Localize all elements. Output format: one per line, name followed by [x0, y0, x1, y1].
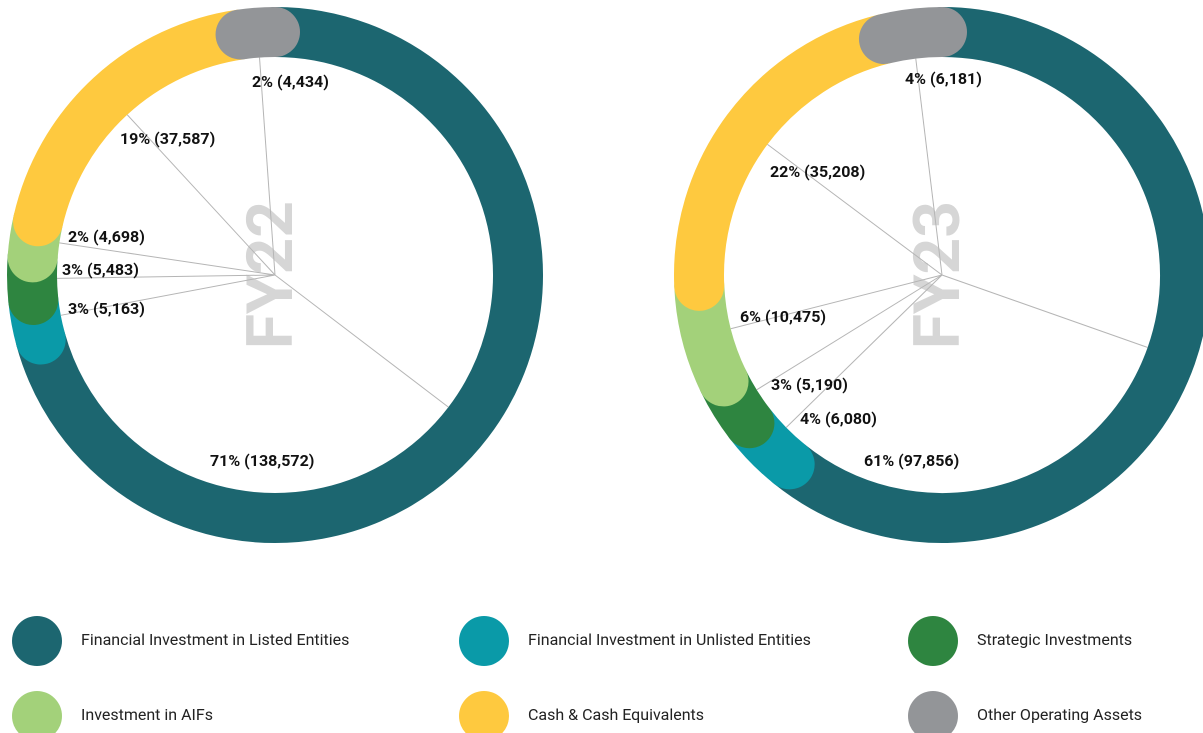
- donut-segment: [764, 7, 1203, 543]
- legend-swatch: [12, 691, 62, 733]
- donut-segment: [215, 7, 300, 60]
- donut-segment: [15, 7, 543, 543]
- donut-segment: [13, 9, 266, 247]
- leader-line: [57, 274, 276, 279]
- leader-line: [785, 274, 943, 428]
- leader-line: [126, 114, 276, 276]
- data-label: 4% (6,181): [905, 69, 982, 88]
- data-label: 3% (5,190): [771, 375, 848, 394]
- data-label: 3% (5,163): [68, 299, 145, 318]
- legend-swatch: [459, 616, 509, 666]
- data-label: 22% (35,208): [770, 162, 865, 181]
- data-label: 71% (138,572): [210, 451, 314, 470]
- data-label: 4% (6,080): [800, 409, 877, 428]
- data-label: 19% (37,587): [120, 129, 215, 148]
- data-label: 2% (4,434): [252, 72, 329, 91]
- leader-line: [59, 242, 276, 276]
- legend-label: Other Operating Assets: [977, 705, 1142, 724]
- leader-line: [756, 274, 943, 391]
- legend-swatch: [908, 691, 958, 733]
- leader-line: [941, 274, 1148, 348]
- center-title: FY23: [900, 201, 975, 349]
- leader-line: [60, 274, 276, 316]
- legend-label: Financial Investment in Listed Entities: [81, 630, 349, 649]
- leader-line: [767, 143, 943, 276]
- donut-segment: [674, 14, 909, 311]
- legend-label: Investment in AIFs: [81, 705, 213, 724]
- legend-swatch: [12, 616, 62, 666]
- data-label: 2% (4,698): [68, 227, 145, 246]
- data-label: 6% (10,475): [740, 307, 826, 326]
- legend-swatch: [908, 616, 958, 666]
- leader-line: [259, 57, 276, 276]
- legend-swatch: [459, 691, 509, 733]
- data-label: 3% (5,483): [62, 260, 139, 279]
- data-label: 61% (97,856): [864, 451, 959, 470]
- leader-line: [730, 274, 943, 330]
- legend-label: Strategic Investments: [977, 630, 1132, 649]
- legend-label: Cash & Cash Equivalents: [528, 705, 704, 724]
- donut-segment: [858, 7, 967, 65]
- legend-label: Financial Investment in Unlisted Entitie…: [528, 630, 811, 649]
- leader-line: [915, 58, 943, 276]
- leader-line: [274, 274, 449, 408]
